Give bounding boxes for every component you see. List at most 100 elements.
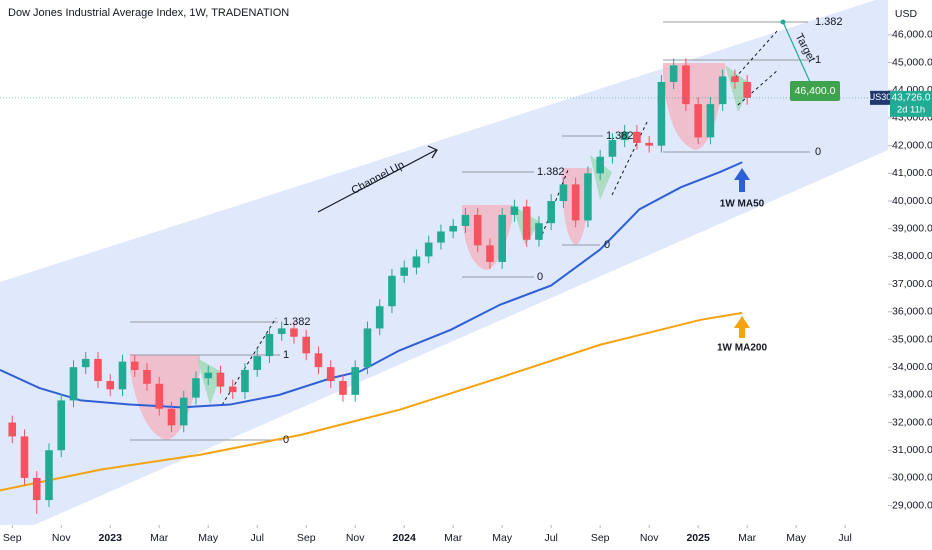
target-price: 46,400.0 [795, 85, 836, 97]
candle-body [339, 381, 347, 395]
candle-body [8, 422, 17, 437]
candle-body [645, 142, 653, 146]
y-tick-label: 38,000.0 [892, 250, 932, 262]
candle-body [449, 225, 457, 232]
fib-label: 1 [815, 54, 821, 66]
candle-body [192, 378, 200, 398]
candle-body [302, 336, 311, 354]
target-box [790, 81, 840, 101]
fib-label: 0 [283, 434, 289, 446]
x-tick-label: May [492, 532, 513, 544]
candle-body [633, 131, 641, 143]
y-tick-label: 39,000.0 [892, 222, 932, 234]
x-tick-label: Jul [838, 532, 851, 544]
target-dot [780, 19, 786, 25]
candle-body [326, 367, 335, 382]
pattern-flag [197, 358, 222, 405]
x-tick-label: Sep [297, 532, 316, 544]
y-tick-label: 33,000.0 [892, 389, 932, 401]
candle-body [706, 104, 715, 138]
projection [611, 119, 649, 196]
x-tick-label: Nov [640, 532, 659, 544]
x-tick-label: Mar [444, 532, 463, 544]
y-tick-label: 37,000.0 [892, 278, 932, 290]
projection [734, 29, 779, 79]
candle-body [743, 81, 751, 98]
candle-body [130, 361, 139, 370]
fib-label: 1.382 [606, 130, 634, 142]
candle-body [522, 206, 531, 240]
candle-body [657, 81, 666, 146]
x-tick-label: May [198, 532, 219, 544]
candle-body [694, 104, 702, 138]
channel-arrow [317, 149, 437, 213]
candle-body [718, 76, 727, 105]
x-tick-label: Mar [738, 532, 757, 544]
candle-body [584, 173, 592, 221]
candle-body [535, 223, 543, 240]
ma-line [0, 311, 743, 492]
candle-body [106, 381, 115, 390]
candle-body [363, 328, 372, 368]
x-tick-label: Sep [3, 532, 22, 544]
candle-body [277, 328, 286, 334]
x-tick-label: Nov [346, 532, 365, 544]
fib-label: 1.382 [537, 166, 565, 178]
candle-body [388, 275, 396, 307]
x-tick-label: 2025 [686, 532, 710, 544]
x-tick-label: 2023 [99, 532, 123, 544]
projection [737, 69, 779, 106]
price-axis-bg [888, 0, 932, 550]
candle-body [155, 383, 164, 409]
fib-label: 0 [604, 239, 610, 251]
symbol-label: US30 [869, 92, 892, 102]
x-tick-label: Mar [150, 532, 169, 544]
candle-body [265, 333, 274, 357]
y-tick-label: 34,000.0 [892, 361, 932, 373]
candle-body [731, 76, 739, 82]
candle-body [596, 156, 604, 174]
candle-body [179, 397, 188, 426]
y-tick-label: 42,000.0 [892, 139, 932, 151]
candle-body [608, 140, 617, 157]
ma-label: 1W MA50 [720, 199, 765, 210]
ma-line [0, 161, 743, 409]
y-tick-label: 35,000.0 [892, 333, 932, 345]
candle-body [253, 356, 262, 370]
candle-body [216, 372, 225, 387]
candle-body [143, 369, 151, 384]
candle-body [204, 372, 213, 379]
candle-body [682, 65, 690, 105]
x-tick-label: Sep [591, 532, 610, 544]
arrow-head [427, 145, 438, 159]
candle-body [94, 358, 102, 382]
x-tick-label: 2024 [393, 532, 417, 544]
candle-body [400, 267, 408, 276]
last-price-box [890, 90, 932, 117]
candle-body [314, 353, 323, 368]
candle-body [461, 214, 470, 226]
candle-body [669, 65, 678, 82]
y-tick-label: 36,000.0 [892, 306, 932, 318]
candle-body [57, 400, 66, 451]
ma-label: 1W MA200 [717, 343, 767, 354]
x-tick-label: May [786, 532, 807, 544]
candle-body [559, 184, 568, 202]
chart-title: Dow Jones Industrial Average Index, 1W, … [8, 7, 289, 19]
symbol-box [870, 90, 890, 105]
target-line [782, 21, 811, 83]
fib-label: 0 [815, 146, 821, 158]
candle-body [290, 328, 298, 337]
candle-body [547, 201, 555, 224]
fib-label: 1.382 [815, 16, 843, 28]
candle-body [351, 367, 359, 395]
x-tick-label: Jul [250, 532, 263, 544]
candle-body [571, 184, 580, 221]
fib-label: 1 [283, 349, 289, 361]
fib-label: 1.382 [283, 316, 311, 328]
y-tick-label: 32,000.0 [892, 416, 932, 428]
ma200-arrow [734, 316, 750, 338]
candle-body [69, 367, 78, 401]
candle-body [32, 477, 41, 501]
